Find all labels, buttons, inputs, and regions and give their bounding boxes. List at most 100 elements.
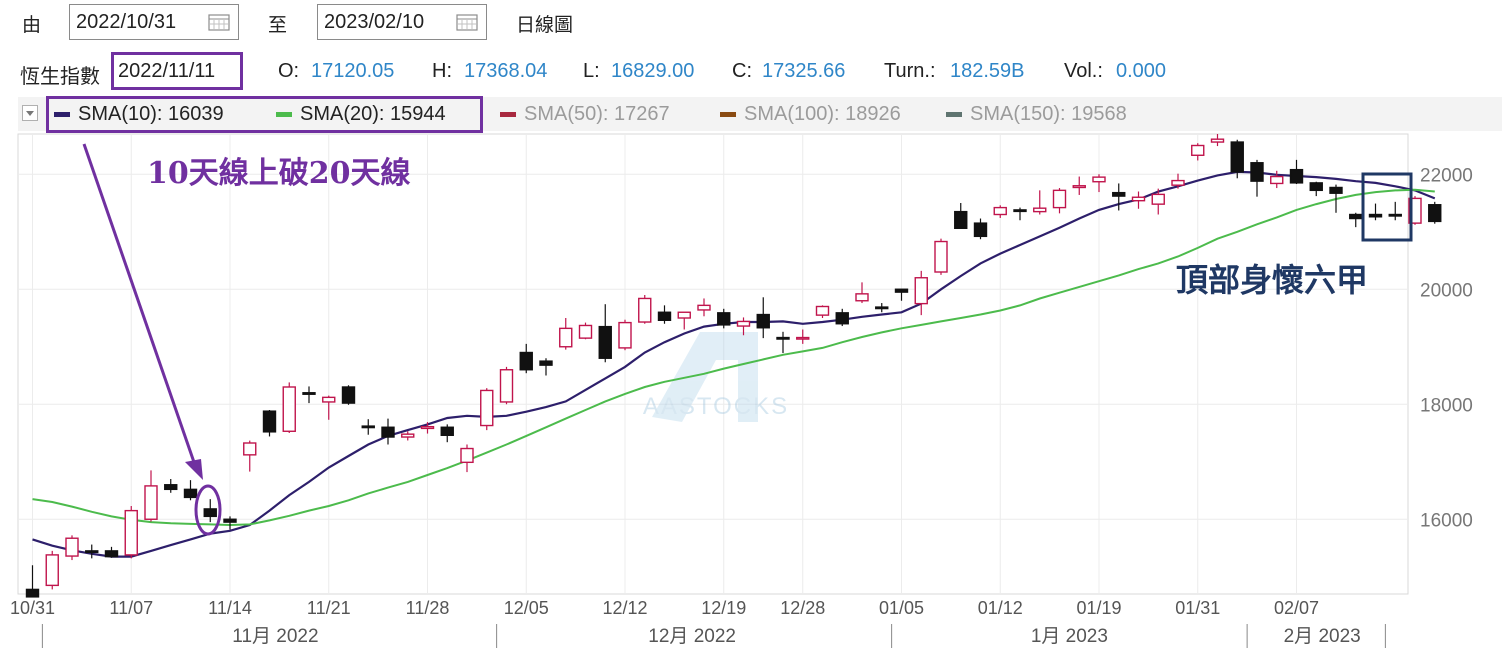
legend-sma10[interactable]: SMA(10): 16039 xyxy=(54,97,224,131)
volume-label: Vol.: xyxy=(1064,60,1103,82)
candle-body xyxy=(1289,168,1304,184)
index-name: 恆生指數 xyxy=(20,66,100,88)
candle xyxy=(1250,159,1264,197)
legend-sma150[interactable]: SMA(150): 19568 xyxy=(946,97,1127,131)
candle xyxy=(282,382,296,433)
sma20-label: SMA(20): 15944 xyxy=(300,102,446,125)
candle xyxy=(1151,188,1165,215)
candle xyxy=(796,329,810,344)
from-date-input[interactable]: 2022/10/31 xyxy=(69,4,239,40)
x-tick-label: 01/31 xyxy=(1175,598,1220,618)
candle-body xyxy=(1428,204,1442,223)
candle xyxy=(361,419,375,435)
candle-body xyxy=(1230,141,1244,173)
sma-line-20 xyxy=(32,188,1435,527)
candle-body xyxy=(1270,175,1284,185)
candle xyxy=(1329,184,1343,213)
candle-body xyxy=(1329,186,1343,194)
x-tick-label: 11/21 xyxy=(307,598,351,618)
candle-body xyxy=(1052,189,1067,209)
legend-sma20[interactable]: SMA(20): 15944 xyxy=(276,97,446,131)
candle xyxy=(1191,143,1205,161)
candle-body xyxy=(796,336,810,340)
top-annotation: 頂部身懷六甲 xyxy=(1176,261,1369,299)
candle-body xyxy=(243,442,257,456)
candle xyxy=(302,386,316,404)
candle xyxy=(1171,173,1185,189)
candle-body xyxy=(815,305,830,316)
candle xyxy=(1033,190,1047,215)
from-label: 由 xyxy=(22,15,42,36)
month-label: 1月 2023 xyxy=(1031,626,1108,647)
candle xyxy=(203,499,217,523)
candle-body xyxy=(401,433,415,438)
annotation-arrow xyxy=(82,143,198,469)
candle-body xyxy=(578,324,593,339)
candle xyxy=(598,304,612,363)
sma-legend: SMA(10): 16039 SMA(20): 15944 SMA(50): 1… xyxy=(18,97,1502,131)
candle-body xyxy=(776,336,790,340)
candle-body xyxy=(697,304,711,311)
candle-body xyxy=(203,508,217,518)
candle xyxy=(1289,159,1304,185)
candle-body xyxy=(914,277,928,305)
candle xyxy=(85,544,99,559)
month-label: 2月 2023 xyxy=(1284,626,1361,647)
candle xyxy=(420,422,435,434)
candle-body xyxy=(499,369,514,403)
x-tick-label: 12/05 xyxy=(504,598,549,618)
candle xyxy=(677,311,691,330)
candle xyxy=(638,295,652,324)
candle-body xyxy=(85,550,99,554)
candle-body xyxy=(1191,144,1205,156)
candle xyxy=(322,395,336,420)
candle xyxy=(499,366,514,405)
candlestick-chart: AASTOCKS 16000 18000 20000 22000 10/31 11/07 1… xyxy=(10,133,1473,648)
candle-body xyxy=(954,210,968,229)
candle xyxy=(480,388,494,431)
candle-body xyxy=(1013,209,1027,213)
y-tick-label: 16000 xyxy=(1420,510,1473,531)
candle xyxy=(1388,201,1402,221)
candle-body xyxy=(124,509,138,556)
candle xyxy=(697,298,711,317)
candle-body xyxy=(539,360,553,366)
candle xyxy=(243,440,257,472)
plot-area xyxy=(17,133,1409,595)
candle-body xyxy=(1112,191,1126,197)
turnover-value: 182.59B xyxy=(950,60,1025,82)
calendar-icon[interactable] xyxy=(208,13,230,31)
chart-type-label[interactable]: 日線圖 xyxy=(516,15,574,36)
candle-body xyxy=(519,351,533,371)
candle xyxy=(401,431,415,441)
candle-body xyxy=(875,306,889,310)
legend-sma100[interactable]: SMA(100): 18926 xyxy=(720,97,901,131)
legend-dropdown-button[interactable] xyxy=(22,105,38,121)
low-value: 16829.00 xyxy=(611,60,695,82)
candle-body xyxy=(1092,176,1106,183)
candle xyxy=(144,470,158,522)
candle-body xyxy=(835,312,849,325)
candle xyxy=(756,297,770,339)
candle xyxy=(736,317,751,336)
candle-body xyxy=(1171,179,1185,186)
candle-body xyxy=(460,447,474,464)
candle-body xyxy=(302,392,316,395)
month-label: 12月 2022 xyxy=(648,626,736,647)
candle-body xyxy=(183,488,198,499)
candle xyxy=(657,305,672,324)
calendar-icon[interactable] xyxy=(456,13,478,31)
legend-sma50[interactable]: SMA(50): 17267 xyxy=(500,97,670,131)
to-date-input[interactable]: 2023/02/10 xyxy=(317,4,487,40)
open-label: O: xyxy=(278,60,300,82)
candle-body xyxy=(144,485,158,520)
candle xyxy=(578,322,593,340)
watermark: AASTOCKS xyxy=(643,332,787,422)
candle xyxy=(618,319,632,351)
close-value: 17325.66 xyxy=(762,60,846,82)
candle-body xyxy=(104,550,119,558)
candle xyxy=(914,270,928,316)
candle-body xyxy=(1151,193,1165,205)
candle-body xyxy=(677,311,691,319)
candle-body xyxy=(993,206,1007,216)
